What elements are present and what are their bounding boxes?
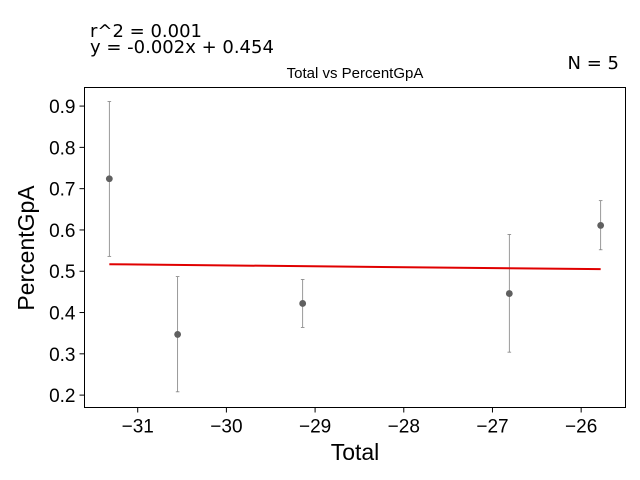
y-tick-label-2: 0.4 — [49, 304, 76, 325]
fit-line — [109, 263, 601, 271]
data-point-0 — [105, 175, 113, 183]
y-tick-label-0: 0.2 — [49, 386, 75, 407]
x-tick-label-1: −30 — [210, 417, 242, 438]
plot-frame — [84, 87, 626, 408]
x-tick-label-3: −28 — [388, 417, 420, 438]
data-point-4 — [597, 222, 605, 229]
y-tick-label-3: 0.5 — [49, 262, 75, 283]
y-tick-label-1: 0.3 — [49, 345, 75, 366]
equation-annotation: y = -0.002x + 0.454 — [90, 37, 274, 58]
data-point-3 — [505, 290, 513, 297]
y-tick-label-6: 0.8 — [49, 138, 75, 159]
x-axis-label: Total — [331, 439, 380, 465]
data-point-1 — [174, 331, 182, 338]
data-point-2 — [299, 300, 307, 307]
plot-area — [105, 101, 605, 393]
r-squared-annotation: r^2 = 0.001 — [90, 21, 202, 42]
y-tick-label-4: 0.6 — [49, 221, 75, 242]
n-annotation: N = 5 — [568, 53, 619, 74]
x-tick-label-4: −27 — [476, 417, 508, 438]
y-axis: 0.2 0.3 0.4 0.5 0.6 0.7 0.8 0.9 — [49, 97, 85, 407]
x-tick-label-0: −31 — [122, 417, 154, 438]
chart-title: Total vs PercentGpA — [287, 65, 424, 82]
x-tick-label-5: −26 — [565, 417, 597, 438]
y-tick-label-7: 0.9 — [49, 97, 75, 118]
y-tick-label-5: 0.7 — [49, 180, 75, 201]
y-axis-label: PercentGpA — [13, 185, 39, 311]
x-axis: −31 −30 −29 −28 −27 −26 — [122, 407, 597, 438]
x-tick-label-2: −29 — [299, 417, 331, 438]
